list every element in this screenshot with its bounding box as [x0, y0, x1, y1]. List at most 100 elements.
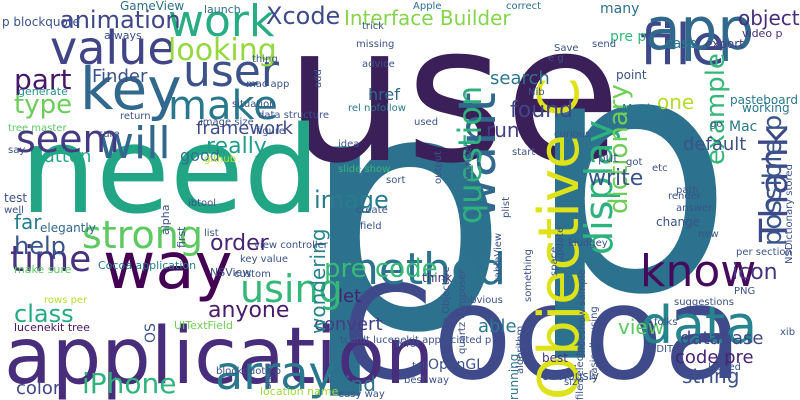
word: good [180, 146, 220, 165]
word: image [314, 186, 389, 214]
word: OpenGL [428, 357, 485, 373]
word: run [486, 118, 520, 142]
word: pre code [324, 254, 438, 284]
word: always [104, 29, 142, 42]
word: missing [356, 39, 395, 50]
word: put [598, 151, 618, 165]
word: way [103, 230, 233, 304]
word: etc [652, 163, 668, 174]
word: situation [232, 99, 276, 110]
word: default [683, 134, 747, 155]
word: view [618, 315, 665, 339]
word: well [4, 205, 24, 216]
word: ibtool [188, 198, 217, 209]
word: OS [143, 323, 159, 343]
word: Cocoa [342, 257, 743, 400]
word: NSDictionary stored [784, 164, 795, 264]
word: path [676, 185, 699, 196]
word: wonder [463, 142, 474, 180]
word: icon [732, 260, 778, 285]
word: p [525, 0, 735, 367]
word: point [616, 68, 647, 82]
word: test [4, 191, 28, 205]
word: file [640, 13, 726, 78]
word: add [313, 69, 324, 88]
word: think [422, 271, 453, 285]
word: start [512, 147, 536, 158]
word: plist [501, 196, 512, 218]
word: value [50, 21, 176, 75]
word: folks [654, 317, 678, 328]
word: button [32, 146, 92, 167]
word: string [682, 364, 740, 388]
word: easy way [338, 389, 385, 400]
word: search [490, 68, 550, 89]
word: list [204, 228, 219, 239]
word: Xcode [266, 2, 341, 30]
word: output [433, 151, 444, 184]
word: code pre [675, 347, 754, 368]
word: answer [676, 203, 713, 214]
word: create [356, 205, 388, 216]
word: render [668, 191, 701, 202]
word: one [657, 90, 695, 114]
word: data structure [258, 110, 330, 121]
word: say [8, 145, 26, 156]
word: show [263, 363, 274, 389]
word: class [14, 300, 74, 328]
word: e g [548, 53, 564, 64]
word: launch [204, 3, 241, 16]
word: rel nofollow [348, 103, 406, 114]
word: need [20, 102, 320, 241]
word: Cocoa application [98, 259, 197, 272]
word: make sure [14, 263, 72, 276]
word: new [698, 229, 719, 240]
word: key value [240, 254, 288, 265]
word: p [300, 21, 510, 400]
word: video p [742, 27, 783, 40]
word: obviously [542, 369, 600, 383]
word: view controller [254, 240, 328, 251]
word: rows per [44, 295, 88, 306]
word: order [210, 231, 269, 256]
word: app [645, 0, 755, 63]
word: tell [412, 361, 428, 372]
word: looked [708, 362, 741, 373]
word: object [738, 6, 800, 30]
word: obvious [464, 295, 503, 306]
word: use [285, 0, 622, 205]
word: p blockquote [2, 15, 80, 29]
word: data [640, 296, 758, 356]
word: Save [554, 43, 579, 54]
word: sure [98, 129, 120, 140]
word: seem [16, 117, 120, 161]
word: advice [362, 59, 395, 70]
word: correct [506, 1, 542, 12]
word: error [396, 339, 421, 350]
word: pasteboard [730, 93, 798, 107]
word: framework [196, 118, 293, 139]
word: database [680, 328, 764, 349]
word: got [626, 157, 643, 168]
word: method [336, 244, 506, 295]
word: blockquote p [216, 366, 281, 377]
word: idea [338, 139, 360, 150]
word: key [80, 55, 182, 123]
word: help [14, 232, 66, 260]
word: array [215, 346, 336, 400]
word: thing [252, 54, 278, 65]
word: slide show [338, 164, 391, 175]
word: using [240, 267, 343, 311]
word: Nib [528, 87, 545, 98]
word: anyone [208, 298, 290, 323]
word: size [564, 377, 584, 388]
word: suggestions [674, 297, 734, 308]
word: figure [256, 126, 286, 137]
word: file selector [575, 341, 586, 400]
word: looking [168, 33, 277, 68]
word: github [204, 154, 237, 165]
word: using Objective [441, 266, 452, 344]
word: let [338, 286, 362, 307]
word: really [206, 134, 267, 159]
